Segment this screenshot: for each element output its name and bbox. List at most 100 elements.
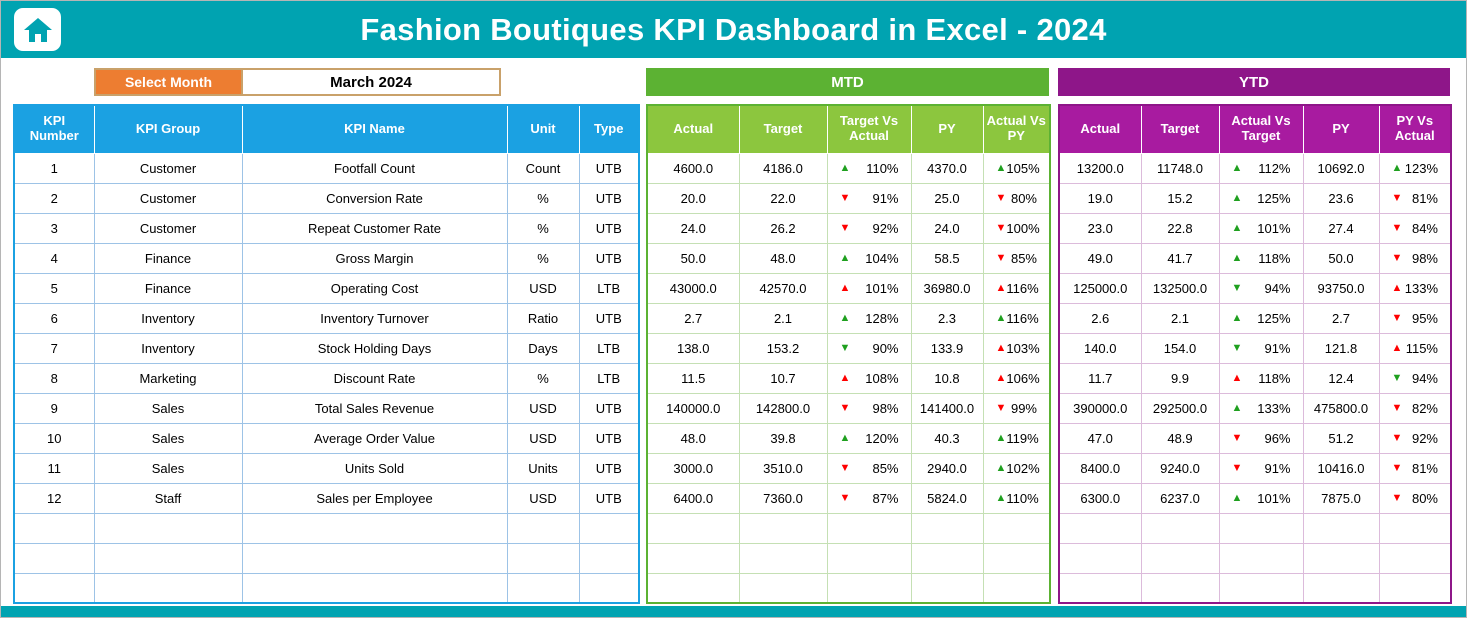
table-row: 138.0 153.2 ▼ 90% 133.9 ▲ 103% [646,332,1051,364]
selected-month-value[interactable]: March 2024 [241,68,501,96]
actual-cell: 140.0 [1058,332,1142,364]
py-vs-actual-cell: ▼ 81% [1378,452,1452,484]
empty-cell [578,542,640,574]
kpi-group-cell: Customer [93,212,243,244]
kpi-name-cell: Gross Margin [241,242,508,274]
up-arrow-icon: ▲ [995,431,1007,444]
actual-vs-py-cell: ▲ 110% [982,482,1051,514]
kpi-group-cell: Sales [93,452,243,484]
table-row: 390000.0 292500.0 ▲ 133% 475800.0 ▼ 82% [1058,392,1452,424]
down-arrow-icon: ▼ [1391,191,1403,204]
empty-cell [738,572,828,604]
type-cell: LTB [578,272,640,304]
target-cell: 41.7 [1140,242,1220,274]
mtd-metrics-table: Actual Target Target Vs Actual PY Actual Vs … [646,104,1051,604]
actual-cell: 19.0 [1058,182,1142,214]
empty-cell [506,542,580,574]
empty-cell [982,542,1051,574]
kpi-group-cell: Sales [93,422,243,454]
target-cell: 7360.0 [738,482,828,514]
ytd-header-row: Actual Target Actual Vs Target PY PY Vs Actu… [1058,104,1452,154]
target-cell: 22.8 [1140,212,1220,244]
table-row: 2.6 2.1 ▲ 125% 2.7 ▼ 95% [1058,302,1452,334]
kpi-col-header: Unit [506,104,580,154]
table-row: 2.7 2.1 ▲ 128% 2.3 ▲ 116% [646,302,1051,334]
kpi-col-header: KPI Name [241,104,508,154]
unit-cell: % [506,182,580,214]
empty-cell [1302,542,1380,574]
percent-value: 105% [1006,160,1040,176]
home-button[interactable] [14,8,61,51]
target-vs-actual-cell: ▼ 85% [826,452,912,484]
actual-vs-py-cell: ▲ 119% [982,422,1051,454]
type-cell: UTB [578,212,640,244]
ytd-col-header: Actual [1058,104,1142,154]
empty-cell [738,512,828,544]
table-row: 24.0 26.2 ▼ 92% 24.0 ▼ 100% [646,212,1051,244]
percent-value: 94% [1411,370,1438,386]
target-vs-actual-cell: ▲ 120% [826,422,912,454]
percent-value: 91% [1264,340,1291,356]
py-cell: 25.0 [910,182,984,214]
target-vs-actual-cell: ▲ 128% [826,302,912,334]
unit-cell: Count [506,152,580,184]
py-vs-actual-cell: ▼ 80% [1378,482,1452,514]
table-row: 23.0 22.8 ▲ 101% 27.4 ▼ 84% [1058,212,1452,244]
py-cell: 93750.0 [1302,272,1380,304]
percent-value: 120% [865,430,899,446]
percent-value: 101% [1257,220,1291,236]
kpi-group-cell: Marketing [93,362,243,394]
empty-cell [910,572,984,604]
empty-cell [826,512,912,544]
actual-vs-py-cell: ▲ 106% [982,362,1051,394]
unit-cell: % [506,362,580,394]
up-arrow-icon: ▲ [839,431,851,444]
py-cell: 2.3 [910,302,984,334]
py-cell: 12.4 [1302,362,1380,394]
actual-vs-target-cell: ▲ 101% [1218,482,1304,514]
kpi-number-cell: 3 [13,212,95,244]
percent-value: 116% [1006,310,1039,326]
table-row: 1 Customer Footfall Count Count UTB [13,152,640,184]
target-cell: 11748.0 [1140,152,1220,184]
percent-value: 125% [1257,310,1291,326]
percent-value: 112% [1258,160,1291,176]
kpi-group-cell: Finance [93,272,243,304]
percent-value: 108% [865,370,899,386]
actual-vs-target-cell: ▼ 91% [1218,332,1304,364]
down-arrow-icon: ▼ [1391,251,1403,264]
actual-vs-target-cell: ▼ 94% [1218,272,1304,304]
py-vs-actual-cell: ▲ 133% [1378,272,1452,304]
percent-value: 128% [865,310,899,326]
empty-cell [1058,512,1142,544]
empty-cell [578,512,640,544]
percent-value: 80% [1010,190,1037,206]
down-arrow-icon: ▼ [839,401,851,414]
target-cell: 142800.0 [738,392,828,424]
actual-cell: 2.7 [646,302,740,334]
select-month-button[interactable]: Select Month [94,68,241,96]
table-row: 9 Sales Total Sales Revenue USD UTB [13,392,640,424]
kpi-name-cell: Units Sold [241,452,508,484]
up-arrow-icon: ▲ [1231,371,1243,384]
table-row: 6 Inventory Inventory Turnover Ratio UTB [13,302,640,334]
kpi-info-table: KPI Number KPI Group KPI Name Unit Type 1 Cus… [13,104,640,604]
actual-vs-py-cell: ▼ 80% [982,182,1051,214]
down-arrow-icon: ▼ [1391,221,1403,234]
percent-value: 98% [1411,250,1438,266]
target-vs-actual-cell: ▲ 104% [826,242,912,274]
py-cell: 10692.0 [1302,152,1380,184]
table-row: 4 Finance Gross Margin% UTB [13,242,640,274]
type-cell: UTB [578,242,640,274]
kpi-name-cell: Average Order Value [241,422,508,454]
actual-vs-target-cell: ▲ 112% [1218,152,1304,184]
down-arrow-icon: ▼ [995,221,1007,234]
target-cell: 48.0 [738,242,828,274]
percent-value: 91% [872,190,899,206]
actual-vs-py-cell: ▼ 85% [982,242,1051,274]
target-vs-actual-cell: ▼ 90% [826,332,912,364]
empty-row [1058,572,1452,604]
type-cell: UTB [578,182,640,214]
unit-cell: Units [506,452,580,484]
